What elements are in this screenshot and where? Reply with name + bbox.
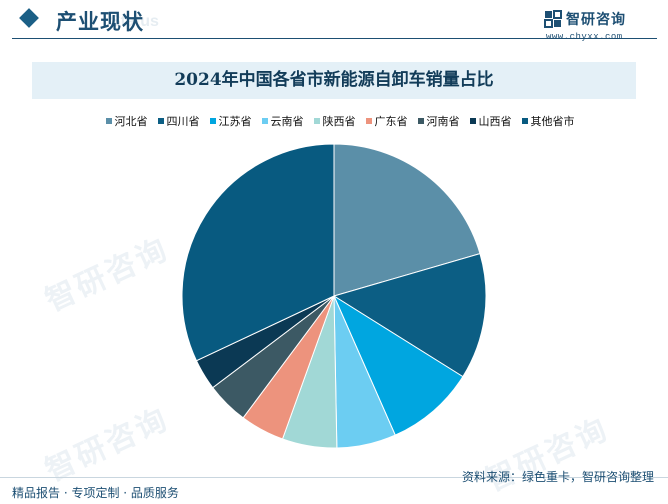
legend-label: 云南省 (270, 115, 304, 128)
legend-swatch (469, 118, 476, 124)
source-note: 资料来源：绿色重卡，智研咨询整理 (461, 470, 654, 484)
legend-swatch (261, 118, 268, 124)
header-watermark-text: Status (110, 13, 159, 30)
legend-item: 陕西省 (313, 113, 356, 129)
legend-swatch (209, 118, 216, 124)
legend-label: 山西省 (478, 115, 512, 128)
legend-item: 四川省 (157, 113, 200, 129)
legend-item: 其他省市 (521, 113, 575, 129)
footer-divider (0, 477, 668, 478)
page-header: Status 产业现状 智研咨询 www.chyxx.com (0, 0, 668, 44)
legend-label: 广东省 (374, 115, 408, 128)
legend-item: 云南省 (261, 113, 304, 129)
legend-label: 河南省 (426, 115, 460, 128)
legend-item: 广东省 (365, 113, 408, 129)
legend-swatch (313, 118, 320, 124)
legend-label: 四川省 (166, 115, 200, 128)
pie-slice (333, 143, 481, 297)
chart-title: 2024年中国各省市新能源自卸车销量占比 (174, 70, 494, 90)
brand-url: www.chyxx.com (546, 32, 623, 42)
legend-swatch (365, 118, 372, 124)
legend-swatch (157, 118, 164, 124)
pie-slice (332, 252, 487, 378)
legend-swatch (105, 118, 112, 124)
pie-slice (332, 294, 464, 436)
legend-item: 河北省 (105, 113, 148, 129)
legend-label: 河北省 (114, 115, 148, 128)
legend-label: 陕西省 (322, 115, 356, 128)
chart-legend: 河北省 四川省 江苏省 云南省 陕西省 广东省 河南省 山西省 其他省市 (60, 113, 620, 129)
legend-label: 其他省市 (530, 115, 575, 128)
chart-title-bar: 2024年中国各省市新能源自卸车销量占比 (32, 62, 636, 99)
legend-item: 河南省 (417, 113, 460, 129)
brand-logo: 智研咨询 www.chyxx.com (544, 8, 654, 42)
footer-tagline: 精品报告 · 专项定制 · 品质服务 (12, 486, 179, 500)
legend-item: 江苏省 (209, 113, 252, 129)
legend-item: 山西省 (469, 113, 512, 129)
legend-label: 江苏省 (218, 115, 252, 128)
page-title: 产业现状 (56, 10, 144, 34)
legend-swatch (417, 118, 424, 124)
pie-slice (181, 143, 335, 362)
legend-swatch (521, 118, 528, 124)
brand-name: 智研咨询 (566, 12, 626, 28)
header-divider (12, 38, 657, 39)
brand-logo-icon (544, 10, 562, 28)
